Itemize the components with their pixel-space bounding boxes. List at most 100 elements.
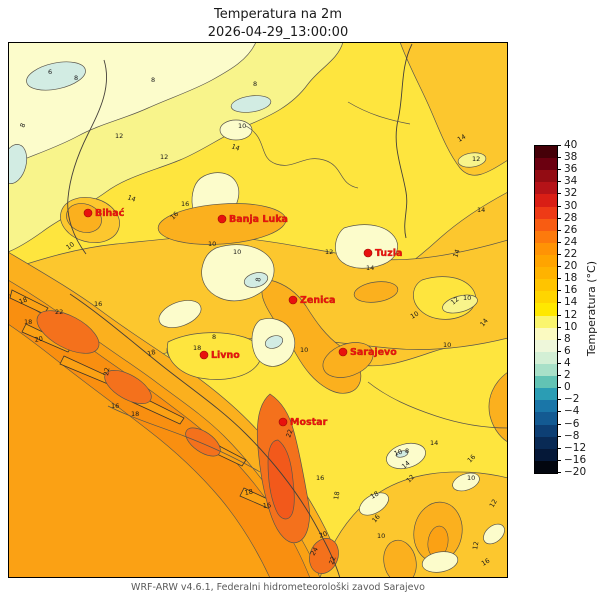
contour-region-16 (488, 371, 508, 443)
contour-label: 18 (244, 488, 254, 497)
colorbar-tick (557, 241, 561, 243)
colorbar-band (535, 242, 557, 255)
contour-label: 22 (327, 555, 337, 566)
colorbar-tick-label: −8 (564, 429, 580, 442)
contour-region-10 (457, 152, 487, 168)
contour-label: 16 (181, 200, 189, 208)
contour-label: 14 (477, 206, 485, 214)
contour-region-6 (243, 272, 269, 288)
contour-label: 12 (325, 248, 333, 256)
colorbar-tick-label: −20 (564, 466, 587, 478)
contour-label: 16 (94, 300, 102, 308)
city-dot (338, 347, 348, 357)
colorbar-tick-label: 36 (564, 163, 578, 176)
city-marker-group: Tuzla (363, 248, 403, 259)
colorbar (534, 145, 558, 474)
contour-label: 8 (74, 74, 78, 82)
colorbar-band (535, 351, 557, 364)
contour-label: 14 (456, 133, 467, 144)
contour-label: 6 (48, 68, 52, 76)
colorbar-band (535, 194, 557, 207)
city-marker-group: Livno (199, 350, 240, 361)
contour-label: 12 (160, 153, 168, 161)
colorbar-band (535, 339, 557, 352)
contour-label: 18 (146, 348, 156, 358)
city-label: Bihać (95, 208, 125, 219)
colorbar-tick (557, 229, 561, 231)
city-label: Livno (211, 350, 240, 361)
colorbar-tick (557, 205, 561, 207)
contour-region-14 (399, 42, 508, 176)
contour-label: 14 (430, 439, 438, 447)
contour-label: 14 (126, 193, 137, 203)
contour-region-24 (267, 439, 295, 520)
contour-region-10 (442, 294, 478, 314)
contour-region-22 (36, 310, 100, 354)
colorbar-tick-label: 4 (564, 357, 571, 369)
colorbar-band (535, 206, 557, 219)
contour-label: 22 (55, 308, 63, 316)
colorbar-tick (557, 399, 561, 401)
colorbar-tick-label: 12 (564, 308, 578, 321)
colorbar-band (535, 376, 557, 389)
contour-region-16 (66, 203, 102, 233)
colorbar-tick-label: 16 (564, 284, 578, 297)
city-dot (199, 350, 209, 360)
contour-label: 10 (300, 346, 308, 354)
contour-region-12 (167, 332, 262, 380)
colorbar-axis-label-text: Temperatura (°C) (584, 260, 598, 357)
contour-label: 18 (131, 410, 139, 418)
contour-region-8 (219, 119, 253, 141)
colorbar-tick-label: −2 (564, 393, 580, 406)
contour-label: 16 (111, 402, 119, 410)
contour-label: 18 (332, 491, 341, 501)
map-border (8, 42, 508, 578)
colorbar-tick (557, 145, 561, 146)
colorbar-band (535, 315, 557, 328)
contour-label: 16 (316, 474, 324, 482)
colorbar-band (535, 146, 557, 159)
contour-label: 10 (377, 532, 385, 540)
country-border-line (69, 293, 341, 578)
colorbar-tick-label: 10 (564, 320, 578, 333)
colorbar-tick (557, 302, 561, 304)
country-border-line (395, 43, 413, 239)
contour-label: 18 (193, 344, 201, 352)
colorbar-axis-label: Temperatura (°C) (583, 145, 599, 472)
contour-region-8 (359, 492, 389, 516)
colorbar-tick-label: 38 (564, 151, 578, 164)
city-dot (83, 208, 93, 218)
colorbar-tick-label: 14 (564, 296, 578, 309)
contour-region-16 (383, 539, 417, 578)
colorbar-tick-label: −6 (564, 417, 580, 430)
contour-region-8 (158, 300, 202, 328)
contour-label: 16 (169, 210, 181, 222)
colorbar-band (535, 218, 557, 231)
contour-label: 18 (18, 296, 29, 306)
city-dot (363, 248, 373, 258)
colorbar-tick (557, 254, 561, 255)
contour-label: 10 (409, 310, 420, 321)
contour-label: 20 (34, 335, 44, 344)
city-marker-group: Zenica (288, 295, 336, 306)
colorbar-tick-label: 6 (564, 344, 571, 357)
contour-label: 8 (212, 333, 216, 341)
colorbar-band (535, 327, 557, 340)
colorbar-tick (557, 363, 561, 364)
contour-label: 14 (478, 317, 489, 328)
country-border-line (67, 59, 108, 255)
colorbar-tick (557, 387, 561, 389)
contour-label: 14 (230, 142, 241, 152)
contour-label: 8 (151, 76, 155, 84)
contour-label: 16 (262, 501, 271, 510)
colorbar-tick (557, 459, 561, 461)
colorbar-tick-label: 32 (564, 187, 578, 200)
colorbar-band (535, 363, 557, 377)
colorbar-band (535, 424, 557, 437)
contour-line (245, 125, 359, 189)
contour-region-8 (483, 523, 505, 545)
colorbar-band (535, 230, 557, 243)
footer-credit: WRF-ARW v4.6.1, Federalni hidrometeorolo… (131, 582, 425, 593)
colorbar-tick (557, 435, 561, 437)
colorbar-tick (557, 181, 561, 183)
